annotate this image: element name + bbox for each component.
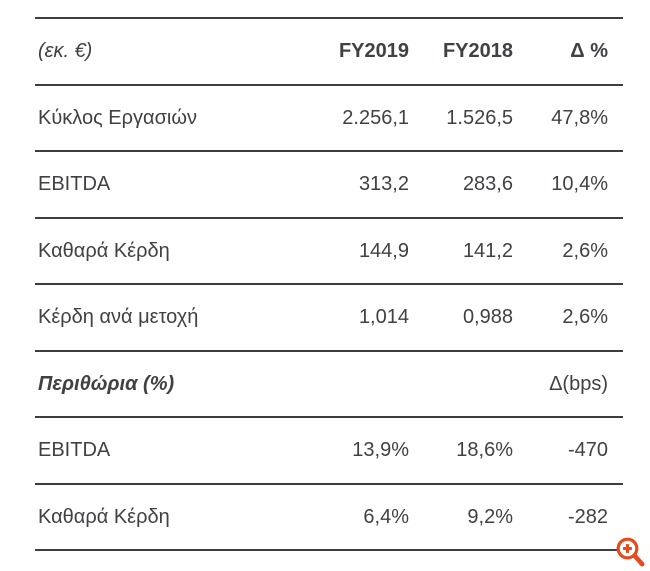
table-row-eps: Κέρδη ανά μετοχή 1,014 0,988 2,6% [35,285,623,352]
value-fy2019: 6,4% [363,505,409,528]
value-fy2019: 144,9 [358,239,409,262]
delta-bps-header: Δ(bps) [549,372,608,395]
row-label: Κέρδη ανά μετοχή [38,306,199,329]
value-fy2019: 13,9% [352,439,409,462]
row-label: EBITDA [38,439,111,462]
value-fy2018: 18,6% [456,439,513,462]
column-header-fy2018: FY2018 [442,40,513,63]
value-fy2019: 1,014 [358,306,409,329]
zoom-in-icon[interactable] [613,534,647,568]
section-label: Περιθώρια (%) [38,372,175,395]
value-fy2018: 9,2% [467,505,513,528]
table-row-revenue: Κύκλος Εργασιών 2.256,1 1.526,5 47,8% [35,86,623,152]
table-row-net-profit-margin: Καθαρά Κέρδη 6,4% 9,2% -282 [35,485,623,551]
row-label: Καθαρά Κέρδη [38,505,170,528]
value-fy2019: 313,2 [358,173,409,196]
table-row-ebitda-margin: EBITDA 13,9% 18,6% -470 [35,418,623,485]
value-delta: 2,6% [562,306,608,329]
value-fy2018: 0,988 [462,306,513,329]
row-label: EBITDA [38,173,111,196]
table-row-net-profit: Καθαρά Κέρδη 144,9 141,2 2,6% [35,219,623,285]
financials-table: (εκ. €) FY2019 FY2018 Δ % Κύκλος Εργασιώ… [35,17,623,551]
unit-label: (εκ. €) [38,40,93,63]
value-fy2018: 1.526,5 [446,106,513,129]
table-header-row: (εκ. €) FY2019 FY2018 Δ % [35,19,623,86]
zoom-icon-handle [631,552,645,567]
value-fy2018: 283,6 [462,173,513,196]
row-label: Κύκλος Εργασιών [38,106,197,129]
value-delta: -282 [567,505,608,528]
table-section-row-margins: Περιθώρια (%) Δ(bps) [35,352,623,418]
value-delta: 47,8% [551,106,608,129]
value-delta: -470 [567,439,608,462]
value-delta: 10,4% [551,173,608,196]
row-label: Καθαρά Κέρδη [38,239,170,262]
value-delta: 2,6% [562,239,608,262]
column-header-fy2019: FY2019 [338,40,409,63]
table-row-ebitda: EBITDA 313,2 283,6 10,4% [35,152,623,219]
value-fy2018: 141,2 [462,239,513,262]
value-fy2019: 2.256,1 [342,106,409,129]
column-header-delta: Δ % [570,40,608,63]
